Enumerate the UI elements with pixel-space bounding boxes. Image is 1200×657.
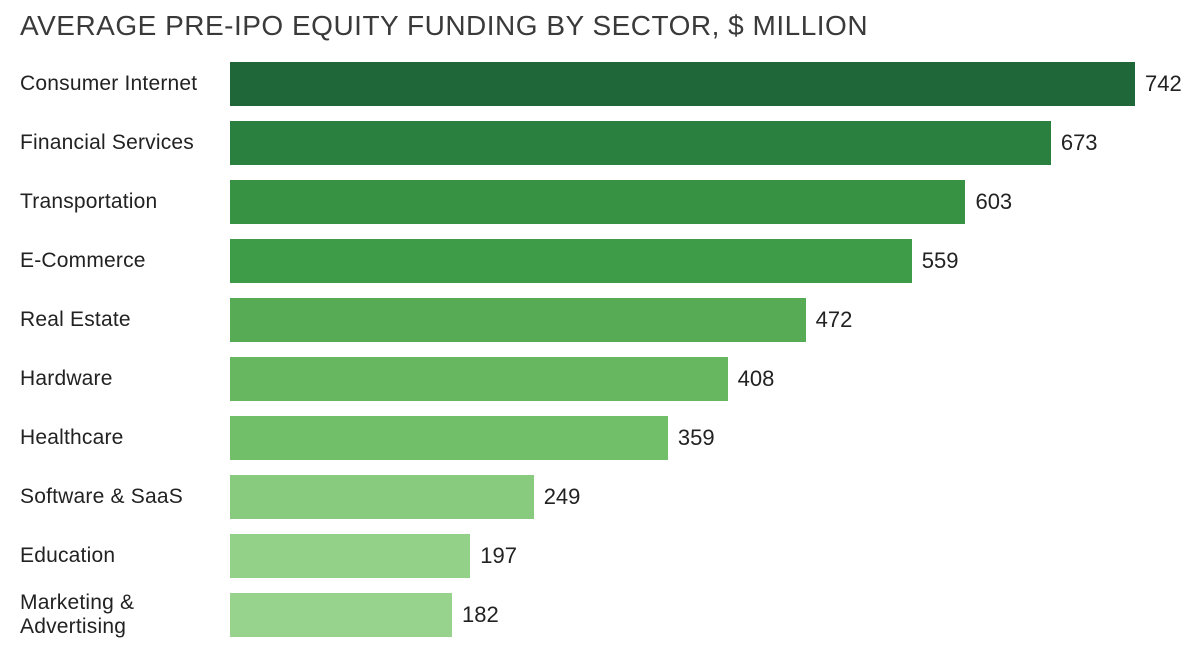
bar-value: 408 xyxy=(738,366,775,392)
bar-fill xyxy=(230,416,668,460)
bar-fill xyxy=(230,298,806,342)
bar-value: 673 xyxy=(1061,130,1098,156)
bar-value: 197 xyxy=(480,543,517,569)
chart-title: AVERAGE PRE-IPO EQUITY FUNDING BY SECTOR… xyxy=(20,10,1180,42)
bar-row: Marketing & Advertising 182 xyxy=(20,593,1180,637)
funding-chart: AVERAGE PRE-IPO EQUITY FUNDING BY SECTOR… xyxy=(0,0,1200,657)
bar-fill xyxy=(230,62,1135,106)
bar-label: Healthcare xyxy=(20,426,230,450)
bar-value: 472 xyxy=(816,307,853,333)
bars-area: Consumer Internet 742 Financial Services 67… xyxy=(20,62,1180,637)
bar-fill xyxy=(230,357,728,401)
bar-row: Education 197 xyxy=(20,534,1180,578)
bar-row: Consumer Internet 742 xyxy=(20,62,1180,106)
bar-label: E-Commerce xyxy=(20,249,230,273)
bar-track: 742 xyxy=(230,62,1182,106)
bar-row: Real Estate 472 xyxy=(20,298,1180,342)
bar-value: 559 xyxy=(922,248,959,274)
bar-label: Marketing & Advertising xyxy=(20,591,230,639)
bar-value: 249 xyxy=(544,484,581,510)
bar-fill xyxy=(230,475,534,519)
bar-label: Hardware xyxy=(20,367,230,391)
bar-value: 182 xyxy=(462,602,499,628)
bar-label: Software & SaaS xyxy=(20,485,230,509)
bar-row: Hardware 408 xyxy=(20,357,1180,401)
bar-row: Financial Services 673 xyxy=(20,121,1180,165)
bar-track: 197 xyxy=(230,534,1180,578)
bar-label: Transportation xyxy=(20,190,230,214)
bar-label: Financial Services xyxy=(20,131,230,155)
bar-row: E-Commerce 559 xyxy=(20,239,1180,283)
bar-row: Healthcare 359 xyxy=(20,416,1180,460)
bar-track: 408 xyxy=(230,357,1180,401)
bar-value: 603 xyxy=(975,189,1012,215)
bar-fill xyxy=(230,180,965,224)
bar-value: 359 xyxy=(678,425,715,451)
bar-track: 472 xyxy=(230,298,1180,342)
bar-fill xyxy=(230,534,470,578)
bar-track: 559 xyxy=(230,239,1180,283)
bar-label: Consumer Internet xyxy=(20,72,230,96)
bar-track: 359 xyxy=(230,416,1180,460)
bar-label: Real Estate xyxy=(20,308,230,332)
bar-fill xyxy=(230,121,1051,165)
bar-fill xyxy=(230,593,452,637)
bar-track: 603 xyxy=(230,180,1180,224)
bar-track: 673 xyxy=(230,121,1180,165)
bar-value: 742 xyxy=(1145,71,1182,97)
bar-label: Education xyxy=(20,544,230,568)
bar-track: 182 xyxy=(230,593,1180,637)
bar-fill xyxy=(230,239,912,283)
bar-row: Software & SaaS 249 xyxy=(20,475,1180,519)
bar-track: 249 xyxy=(230,475,1180,519)
bar-row: Transportation 603 xyxy=(20,180,1180,224)
